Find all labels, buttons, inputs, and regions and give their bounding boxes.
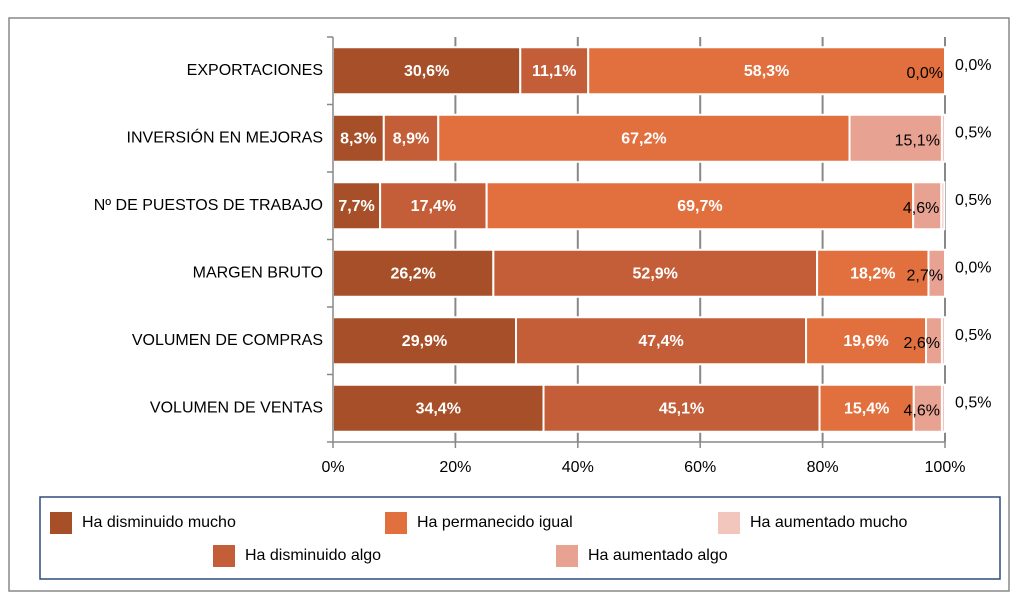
legend-swatch xyxy=(213,545,235,567)
value-label: 58,3% xyxy=(744,63,789,80)
legend-swatch xyxy=(718,512,740,534)
value-label: 0,0% xyxy=(955,259,991,276)
legend-swatch xyxy=(50,512,72,534)
value-label: 2,6% xyxy=(903,335,939,352)
bar-segment xyxy=(805,316,928,366)
value-label: 2,7% xyxy=(907,267,943,284)
value-label: 17,4% xyxy=(411,198,456,215)
bar-segment xyxy=(912,383,943,433)
value-label: 0,5% xyxy=(955,124,991,141)
value-label: 8,3% xyxy=(340,130,376,147)
value-label: 4,6% xyxy=(903,200,939,217)
bar-segment xyxy=(587,46,946,96)
x-tick-label: 40% xyxy=(562,459,594,476)
value-label: 19,6% xyxy=(843,333,888,350)
x-tick-label: 60% xyxy=(684,459,716,476)
value-label: 0,0% xyxy=(907,65,943,82)
category-label: MARGEN BRUTO xyxy=(193,264,323,281)
bar-segment xyxy=(332,46,522,96)
value-label: 8,9% xyxy=(393,130,429,147)
value-label: 11,1% xyxy=(532,63,576,80)
value-label: 0,5% xyxy=(955,394,991,411)
bar-segment xyxy=(332,113,385,163)
value-label: 30,6% xyxy=(404,63,449,80)
value-label: 0,5% xyxy=(955,327,991,344)
category-label: INVERSIÓN EN MEJORAS xyxy=(127,127,323,146)
bar-segment xyxy=(940,383,947,433)
legend-label: Ha aumentado mucho xyxy=(750,514,908,531)
value-label: 67,2% xyxy=(621,130,666,147)
bar-segment xyxy=(940,181,946,231)
bar-segment xyxy=(492,248,819,298)
value-label: 15,4% xyxy=(844,400,889,417)
category-label: Nº DE PUESTOS DE TRABAJO xyxy=(94,197,323,214)
chart-frame xyxy=(8,17,1010,592)
legend-box xyxy=(39,496,1001,580)
x-tick-label: 0% xyxy=(321,459,344,476)
bar-segment xyxy=(542,383,821,433)
value-label: 34,4% xyxy=(416,400,461,417)
value-label: 15,1% xyxy=(895,132,940,149)
value-label: 7,7% xyxy=(338,198,374,215)
bar-segment xyxy=(485,181,915,231)
bar-segment xyxy=(940,316,947,366)
bar-segment xyxy=(437,113,851,163)
value-label: 29,9% xyxy=(402,333,447,350)
value-label: 47,4% xyxy=(638,333,683,350)
x-tick-label: 100% xyxy=(925,459,966,476)
bar-segment xyxy=(927,248,947,298)
bar-segment xyxy=(379,181,488,231)
value-label: 0,0% xyxy=(955,57,991,74)
x-tick-label: 20% xyxy=(439,459,471,476)
category-label: VOLUMEN DE COMPRAS xyxy=(132,332,323,349)
value-label: 18,2% xyxy=(850,265,895,282)
x-tick-label: 80% xyxy=(807,459,839,476)
legend-label: Ha disminuido algo xyxy=(245,547,381,564)
bar-segment xyxy=(816,248,930,298)
legend-swatch xyxy=(385,512,407,534)
bar-segment xyxy=(332,248,495,298)
value-label: 69,7% xyxy=(677,198,722,215)
bar-segment xyxy=(940,113,947,163)
legend-swatch xyxy=(556,545,578,567)
category-label: EXPORTACIONES xyxy=(187,62,323,79)
category-label: VOLUMEN DE VENTAS xyxy=(150,399,323,416)
value-label: 45,1% xyxy=(659,400,704,417)
bar-segment xyxy=(332,316,517,366)
value-label: 4,6% xyxy=(903,402,939,419)
bar-segment xyxy=(514,316,808,366)
bar-segment xyxy=(382,113,440,163)
bar-segment xyxy=(332,181,382,231)
value-label: 26,2% xyxy=(390,265,435,282)
legend-label: Ha disminuido mucho xyxy=(82,514,236,531)
legend-label: Ha aumentado algo xyxy=(588,547,728,564)
value-label: 52,9% xyxy=(633,265,678,282)
legend-label: Ha permanecido igual xyxy=(417,514,573,531)
value-label: 0,5% xyxy=(955,192,991,209)
